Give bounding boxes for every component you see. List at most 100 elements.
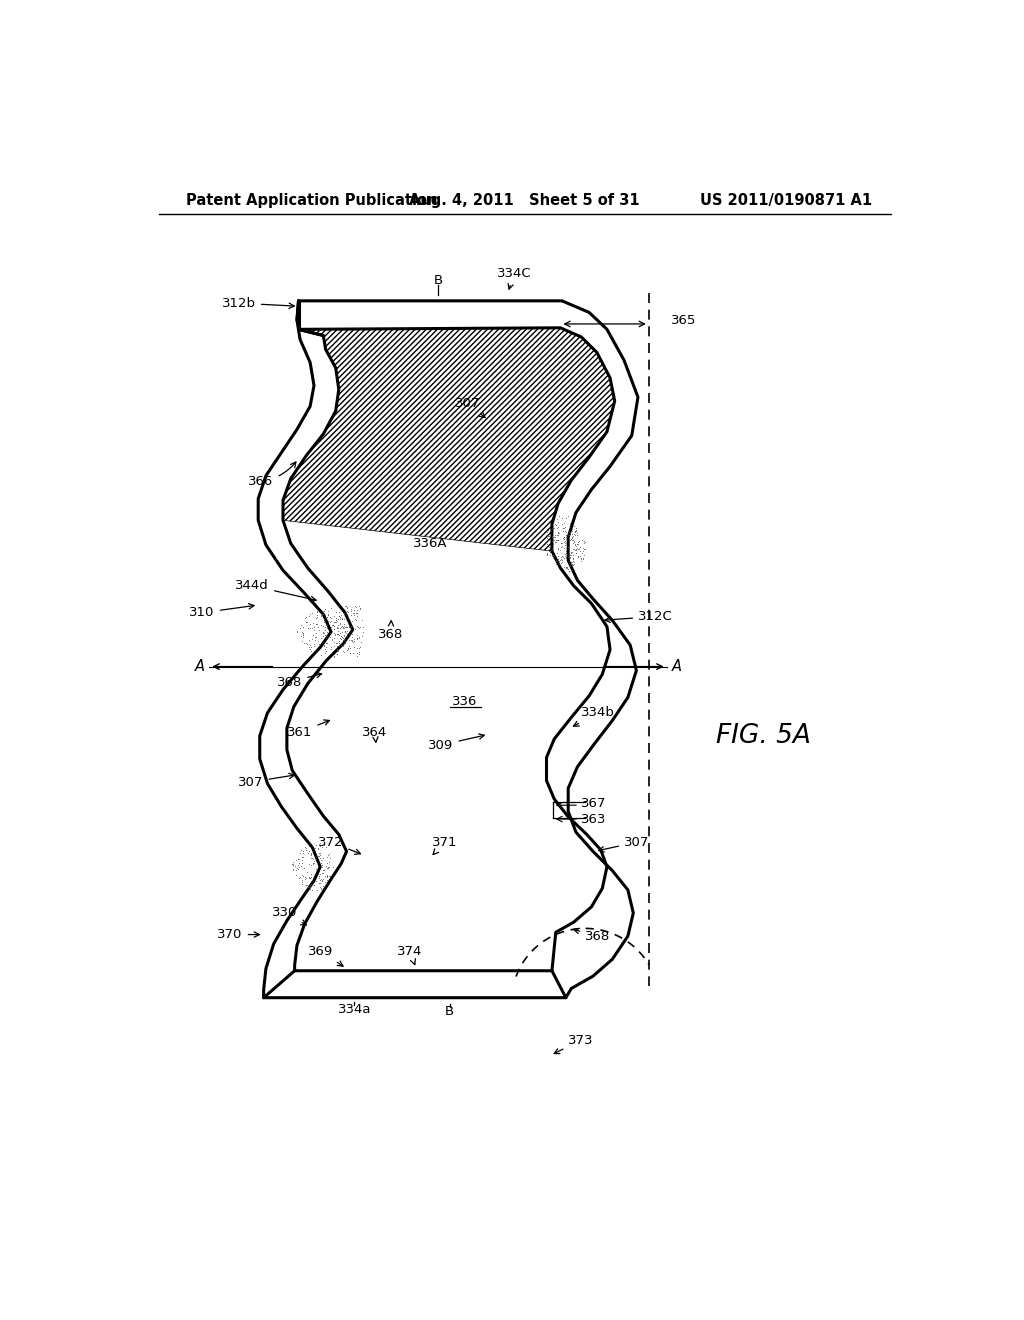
Point xyxy=(294,871,310,892)
Point xyxy=(550,529,566,550)
Point xyxy=(336,624,352,645)
Point xyxy=(557,557,573,578)
Point xyxy=(313,870,330,891)
Point xyxy=(298,874,314,895)
Point xyxy=(316,616,333,638)
Point xyxy=(319,873,336,894)
Point xyxy=(311,845,328,866)
Point xyxy=(331,602,347,623)
Point xyxy=(563,524,580,545)
Point xyxy=(326,606,342,627)
Point xyxy=(313,644,330,665)
Point xyxy=(326,644,342,665)
Point xyxy=(300,630,316,651)
Text: B: B xyxy=(445,1005,455,1018)
Point xyxy=(309,605,326,626)
Point xyxy=(332,631,348,652)
Point xyxy=(352,616,369,638)
Point xyxy=(570,531,587,552)
Point xyxy=(337,628,353,649)
Point xyxy=(315,626,332,647)
Point xyxy=(299,611,315,632)
Point xyxy=(542,545,558,566)
Point xyxy=(329,610,345,631)
Point xyxy=(285,853,301,874)
Point xyxy=(302,618,318,639)
Point xyxy=(318,618,335,639)
Point xyxy=(342,610,358,631)
Point xyxy=(558,543,574,564)
Point xyxy=(310,873,327,894)
Text: Aug. 4, 2011   Sheet 5 of 31: Aug. 4, 2011 Sheet 5 of 31 xyxy=(410,193,640,209)
Point xyxy=(332,606,348,627)
Point xyxy=(341,624,357,645)
Point xyxy=(558,521,574,543)
Point xyxy=(340,638,356,659)
Point xyxy=(564,554,581,576)
Point xyxy=(329,644,345,665)
Point xyxy=(546,529,562,550)
Point xyxy=(338,602,354,623)
Point xyxy=(334,627,350,648)
Point xyxy=(554,545,570,566)
Point xyxy=(565,548,582,569)
Point xyxy=(312,853,329,874)
Point xyxy=(570,529,587,550)
Point xyxy=(558,548,574,569)
Point xyxy=(343,630,359,651)
Point xyxy=(298,862,314,883)
Point xyxy=(307,614,324,635)
Point xyxy=(566,520,583,541)
Point xyxy=(299,875,315,896)
Point xyxy=(549,550,565,572)
Point xyxy=(330,642,346,663)
Point xyxy=(561,553,578,574)
Point xyxy=(291,853,307,874)
Point xyxy=(331,605,347,626)
Point xyxy=(553,533,569,554)
Point xyxy=(312,869,329,890)
Point xyxy=(297,869,313,890)
Point xyxy=(544,531,560,552)
Point xyxy=(303,870,319,891)
Point xyxy=(558,556,574,577)
Point xyxy=(336,632,352,653)
Point xyxy=(285,851,301,873)
Point xyxy=(336,609,352,630)
Point xyxy=(542,541,558,562)
Point xyxy=(329,632,345,653)
Point xyxy=(312,876,329,898)
Point xyxy=(539,544,555,565)
Point xyxy=(340,639,356,660)
Point xyxy=(561,545,578,566)
Point xyxy=(556,528,572,549)
Point xyxy=(311,634,328,655)
Point xyxy=(318,855,335,876)
Point xyxy=(322,866,338,887)
Point xyxy=(553,536,569,557)
Point xyxy=(551,553,567,574)
Point xyxy=(559,527,575,548)
Point xyxy=(304,836,321,857)
Point xyxy=(341,609,357,630)
Point xyxy=(332,612,348,634)
Point xyxy=(564,527,581,548)
Point xyxy=(319,603,336,624)
Point xyxy=(309,640,326,661)
Point xyxy=(327,624,343,645)
Point xyxy=(323,607,339,628)
Point xyxy=(547,527,563,548)
Point xyxy=(316,865,333,886)
Point xyxy=(550,521,566,543)
Point xyxy=(306,619,323,640)
Point xyxy=(540,525,556,546)
Point xyxy=(344,603,360,624)
Point xyxy=(326,636,342,657)
Point xyxy=(310,845,327,866)
Point xyxy=(295,623,311,644)
Point xyxy=(333,626,349,647)
Point xyxy=(336,612,352,634)
Point xyxy=(332,609,348,630)
Point xyxy=(557,543,573,564)
Point xyxy=(323,636,339,657)
